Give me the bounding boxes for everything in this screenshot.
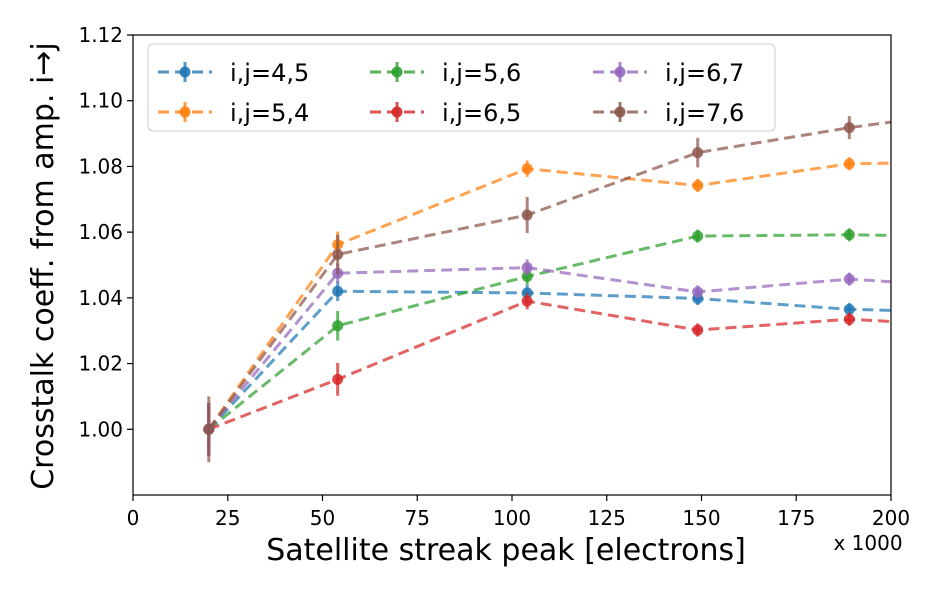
legend-label: i,j=5,6 [442, 59, 521, 87]
y-tick-label: 1.06 [78, 220, 123, 244]
x-tick-label: 100 [493, 506, 531, 530]
legend-marker [391, 66, 403, 78]
data-point [521, 209, 533, 221]
legend-entry: i,j=5,4 [158, 99, 309, 127]
x-tick-label: 0 [127, 506, 140, 530]
y-tick-label: 1.10 [78, 89, 123, 113]
y-tick-label: 1.02 [78, 352, 123, 376]
x-axis-ticks: 0 25 50 75 100 125 150 175 200 [127, 495, 910, 530]
x-tick-label: 75 [405, 506, 430, 530]
series-line [207, 120, 891, 431]
legend-entry: i,j=6,5 [370, 99, 521, 127]
legend-marker [614, 106, 626, 118]
x-tick-label: 150 [682, 506, 720, 530]
legend-marker [614, 66, 626, 78]
y-tick-label: 1.08 [78, 154, 123, 178]
data-point [521, 295, 533, 307]
series-line [207, 266, 891, 431]
legend-entry: i,j=7,6 [593, 99, 744, 127]
legend-label: i,j=6,5 [442, 99, 521, 127]
x-tick-label: 125 [588, 506, 626, 530]
x-tick-label: 200 [872, 506, 910, 530]
legend-marker [179, 106, 191, 118]
data-point [843, 273, 855, 285]
x-axis-title: Satellite streak peak [electrons] [266, 533, 746, 568]
legend-entry: i,j=6,7 [593, 59, 744, 87]
legend-label: i,j=6,7 [665, 59, 744, 87]
y-axis-title: Crosstalk coeff. from amp. i→j [26, 42, 61, 490]
data-point [843, 303, 855, 315]
legend-entry: i,j=4,5 [158, 59, 309, 87]
y-axis-ticks: 1.00 1.02 1.04 1.06 1.08 1.10 1.12 [78, 23, 133, 441]
legend-entry: i,j=5,6 [370, 59, 521, 87]
series-i-j-7-6 [203, 116, 891, 463]
legend-label: i,j=4,5 [230, 59, 309, 87]
data-point [692, 324, 704, 336]
data-point [843, 122, 855, 134]
series-line [207, 233, 891, 431]
data-point [843, 313, 855, 325]
data-point [332, 320, 344, 332]
data-point [843, 158, 855, 170]
data-point [332, 248, 344, 260]
x-tick-label: 50 [310, 506, 335, 530]
data-point [692, 147, 704, 159]
series-line [207, 289, 891, 431]
legend-label: i,j=7,6 [665, 99, 744, 127]
series-layer [203, 116, 891, 463]
data-point [203, 423, 215, 435]
legend: i,j=4,5 i,j=5,4 i,j=5,6 i,j=6,5 i,j=6,7 i,j=7… [147, 43, 776, 132]
y-tick-label: 1.00 [78, 417, 123, 441]
legend-marker [179, 66, 191, 78]
x-tick-label: 25 [215, 506, 240, 530]
legend-marker [391, 106, 403, 118]
data-point [843, 229, 855, 241]
series-line [208, 299, 891, 431]
data-point [692, 179, 704, 191]
data-point [692, 230, 704, 242]
x-tick-label: 175 [777, 506, 815, 530]
y-tick-label: 1.12 [78, 23, 123, 47]
x-axis-multiplier: x 1000 [833, 531, 902, 555]
data-point [521, 262, 533, 274]
data-point [692, 286, 704, 298]
series-line [207, 161, 891, 431]
data-point [332, 373, 344, 385]
data-point [332, 285, 344, 297]
legend-label: i,j=5,4 [230, 99, 309, 127]
data-point [521, 163, 533, 175]
y-tick-label: 1.04 [78, 286, 123, 310]
data-point [521, 271, 533, 282]
